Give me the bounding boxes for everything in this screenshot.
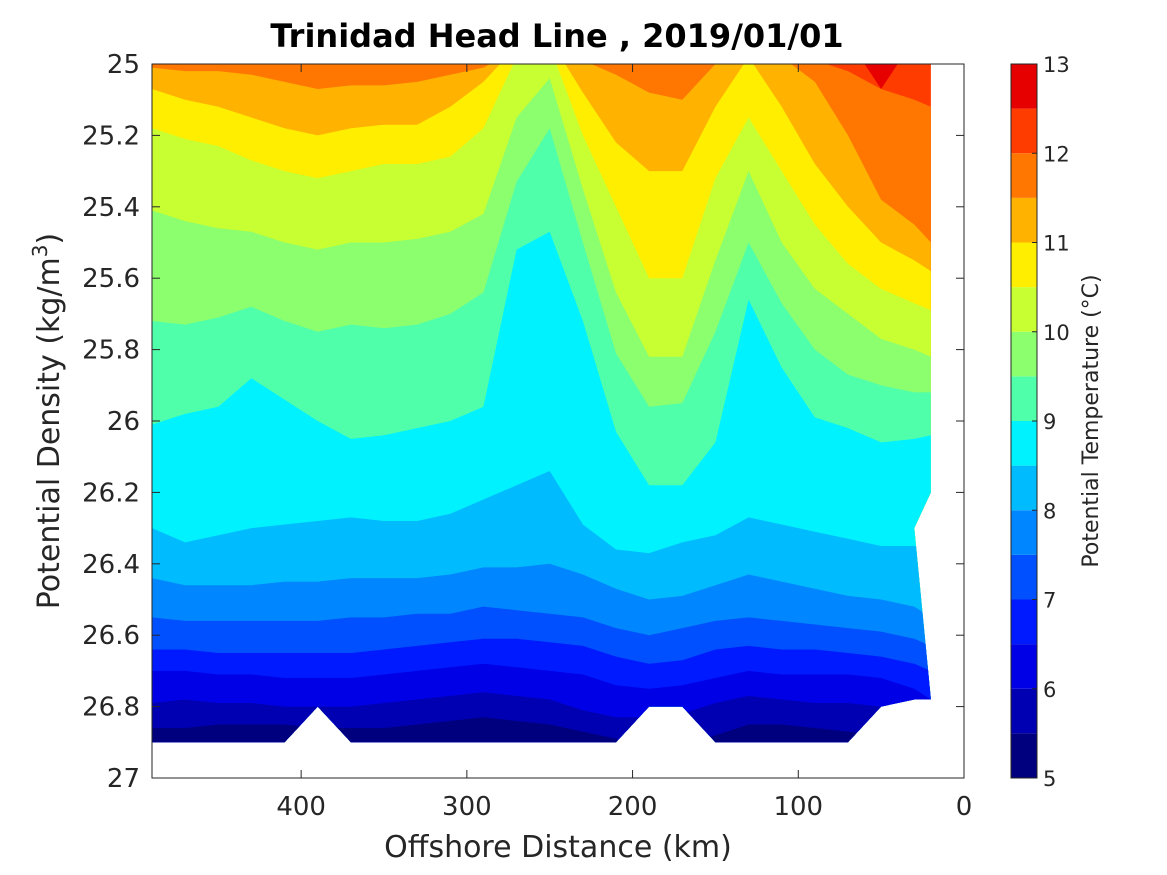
colorbar-segment bbox=[1011, 688, 1037, 734]
y-axis-label-main: Potential Density (kg/m bbox=[32, 257, 67, 609]
colorbar-segment bbox=[1011, 153, 1037, 198]
y-axis: 25 25.2 25.4 25.6 25.8 26 26.2 26.4 26.6 26.8 27 bbox=[82, 50, 964, 794]
y-tick-label: 26.8 bbox=[82, 693, 140, 723]
y-axis-label: Potential Density (kg/m3) bbox=[28, 233, 67, 609]
colorbar-segment bbox=[1011, 64, 1037, 109]
colorbar: 5 6 7 8 9 10 11 12 13 bbox=[1010, 53, 1070, 791]
colorbar-segment bbox=[1011, 376, 1037, 421]
colorbar-tick-label: 9 bbox=[1043, 410, 1056, 434]
colorbar-tick-label: 6 bbox=[1043, 678, 1056, 702]
colorbar-segment bbox=[1011, 554, 1037, 600]
colorbar-segment bbox=[1011, 465, 1037, 511]
colorbar-segment bbox=[1011, 331, 1037, 377]
x-tick-label: 300 bbox=[442, 792, 492, 822]
y-tick-label: 26.2 bbox=[82, 478, 140, 508]
colorbar-segment bbox=[1011, 197, 1037, 243]
y-tick-label: 25.8 bbox=[82, 336, 140, 366]
contour-band-5.5 bbox=[152, 717, 931, 743]
y-tick-label: 26.4 bbox=[82, 550, 140, 580]
colorbar-tick-label: 11 bbox=[1043, 232, 1070, 256]
chart-title: Trinidad Head Line , 2019/01/01 bbox=[270, 17, 843, 55]
colorbar-segment bbox=[1011, 733, 1037, 778]
y-axis-label-close: ) bbox=[32, 233, 67, 245]
y-tick-label: 26 bbox=[107, 407, 140, 437]
x-tick-label: 100 bbox=[773, 792, 823, 822]
y-tick-label: 27 bbox=[107, 764, 140, 794]
contour-band-12.5 bbox=[864, 64, 898, 89]
colorbar-tick-label: 13 bbox=[1043, 53, 1070, 77]
colorbar-segment bbox=[1011, 644, 1037, 689]
y-tick-label: 25 bbox=[107, 50, 140, 80]
y-tick-label: 25.6 bbox=[82, 264, 140, 294]
x-axis-label: Offshore Distance (km) bbox=[384, 830, 732, 865]
colorbar-segment bbox=[1011, 242, 1037, 288]
y-tick-label: 25.2 bbox=[82, 121, 140, 151]
y-tick-label: 26.6 bbox=[82, 621, 140, 651]
x-tick-label: 200 bbox=[608, 792, 658, 822]
y-axis-label-superscript: 3 bbox=[28, 244, 52, 257]
colorbar-tick-label: 12 bbox=[1043, 142, 1070, 166]
x-tick-label: 400 bbox=[276, 792, 326, 822]
colorbar-segment bbox=[1011, 108, 1037, 154]
colorbar-segment bbox=[1011, 287, 1037, 332]
colorbar-tick-label: 7 bbox=[1043, 589, 1056, 613]
colorbar-tick-label: 5 bbox=[1043, 767, 1056, 791]
colorbar-segment bbox=[1011, 599, 1037, 645]
colorbar-tick-label: 8 bbox=[1043, 499, 1056, 523]
colorbar-segment bbox=[1011, 510, 1037, 555]
x-axis: 400 300 200 100 0 bbox=[276, 64, 972, 822]
plot-area bbox=[152, 64, 931, 743]
contour-bands bbox=[152, 64, 931, 743]
x-tick-label: 0 bbox=[956, 792, 973, 822]
colorbar-segment bbox=[1011, 421, 1037, 466]
colorbar-label: Potential Temperature (°C) bbox=[1079, 274, 1104, 567]
colorbar-tick-label: 10 bbox=[1043, 321, 1070, 345]
y-tick-label: 25.4 bbox=[82, 193, 140, 223]
